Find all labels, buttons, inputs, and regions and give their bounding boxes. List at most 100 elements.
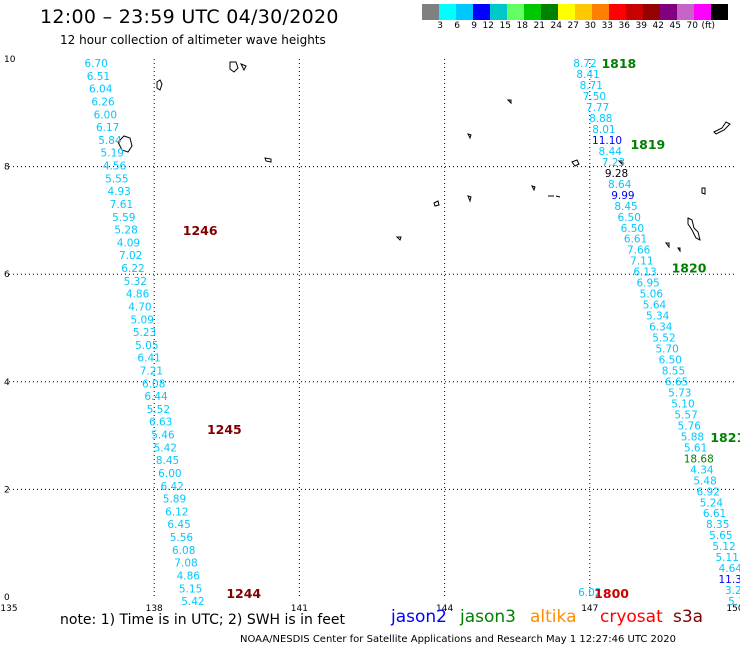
scale-swatch xyxy=(541,4,558,20)
scale-label: 3 xyxy=(437,21,443,31)
wave-height-value: 5.09 xyxy=(131,314,154,326)
time-label: 1820 xyxy=(672,261,707,276)
wave-height-value: 6.08 xyxy=(142,378,165,390)
credit-line: NOAA/NESDIS Center for Satellite Applica… xyxy=(240,634,676,645)
scale-label: 12 xyxy=(482,21,494,31)
scale-swatch xyxy=(609,4,626,20)
wave-height-value: 8.55 xyxy=(662,365,685,377)
wave-height-value: 8.64 xyxy=(608,179,632,191)
scale-label: 24 xyxy=(550,21,562,31)
island-outline xyxy=(571,159,580,167)
time-label: 1819 xyxy=(630,137,665,152)
wave-height-value: 5.89 xyxy=(163,494,186,506)
scale-swatch xyxy=(490,4,507,20)
wave-height-value: 5.42 xyxy=(181,596,204,608)
wave-height-value: 5.56 xyxy=(170,532,194,544)
scale-swatch xyxy=(592,4,609,20)
scale-label: 45 xyxy=(669,21,681,31)
time-label: 1246 xyxy=(183,223,218,238)
y-tick-label: 4 xyxy=(4,378,10,388)
scale-swatch xyxy=(575,4,592,20)
y-tick-label: 8 xyxy=(4,163,10,173)
y-tick-label: 10 xyxy=(4,55,16,65)
wave-height-value: 5.61 xyxy=(684,442,707,454)
wave-height-value: 6.42 xyxy=(160,481,183,493)
scale-label: 36 xyxy=(618,21,630,31)
wave-height-value: 8.88 xyxy=(589,113,612,125)
wave-height-value: 4.93 xyxy=(107,186,130,198)
island-outline xyxy=(506,99,512,105)
wave-height-value: 5.57 xyxy=(674,409,697,421)
wave-height-value: 5.84 xyxy=(98,135,122,147)
island-outline xyxy=(433,200,440,207)
scale-swatch xyxy=(439,4,456,20)
wave-height-value: 11.10 xyxy=(592,135,622,147)
scale-swatch xyxy=(643,4,660,20)
y-tick-label: 0 xyxy=(4,593,10,603)
wave-height-value: 5.64 xyxy=(643,300,667,312)
scale-label: 27 xyxy=(567,21,579,31)
wave-height-value: 7.50 xyxy=(583,91,606,103)
wave-height-value: 6.13 xyxy=(633,267,656,279)
wave-height-value: 7.77 xyxy=(586,102,609,114)
satellite-legend-item: s3a xyxy=(673,607,704,627)
wave-height-value: 6.63 xyxy=(149,417,172,429)
footnote: note: 1) Time is in UTC; 2) SWH is in fe… xyxy=(60,612,346,628)
scale-swatch xyxy=(456,4,473,20)
wave-height-map: 13513814114414715002468106.706.516.046.2… xyxy=(0,55,740,612)
wave-height-value: 5.59 xyxy=(112,212,135,224)
scale-swatch xyxy=(524,4,541,20)
wave-height-value: 4.64 xyxy=(719,563,740,575)
wave-height-value: 8.45 xyxy=(156,455,179,467)
wave-height-value: 7.61 xyxy=(110,199,133,211)
wave-height-value: 8.72 xyxy=(573,58,596,70)
wave-height-value: 6.65 xyxy=(665,376,688,388)
wave-height-value: 5.10 xyxy=(671,398,694,410)
chart-title: 12:00 – 23:59 UTC 04/30/2020 xyxy=(40,6,339,28)
wave-height-value: 6.08 xyxy=(172,545,195,557)
wave-height-value: 9.99 xyxy=(611,190,634,202)
wave-height-value: 6.50 xyxy=(659,355,682,367)
wave-height-value: 6.50 xyxy=(618,212,641,224)
color-scale xyxy=(422,4,728,20)
wave-height-value: 8.41 xyxy=(576,69,599,81)
scale-label: 39 xyxy=(635,21,647,31)
wave-height-value: 6.00 xyxy=(158,468,181,480)
wave-height-value: 8.71 xyxy=(580,80,603,92)
scale-label: (ft) xyxy=(701,21,715,31)
scale-label: 21 xyxy=(533,21,545,31)
satellite-legend-item: cryosat xyxy=(600,607,663,627)
wave-height-value: 5.48 xyxy=(693,475,716,487)
scale-swatch xyxy=(507,4,524,20)
scale-label: 42 xyxy=(652,21,664,31)
island-outline xyxy=(687,217,701,241)
wave-height-value: 4.34 xyxy=(690,464,714,476)
scale-swatch xyxy=(660,4,677,20)
wave-height-value: 8.45 xyxy=(614,201,637,213)
wave-height-value: 5.06 xyxy=(640,289,664,301)
scale-label: 15 xyxy=(499,21,511,31)
wave-height-value: 7.23 xyxy=(602,157,625,169)
wave-height-value: 5.52 xyxy=(652,333,675,345)
wave-height-value: 5.52 xyxy=(147,404,170,416)
wave-height-value: 5.05 xyxy=(135,340,158,352)
wave-height-value: 5.23 xyxy=(133,327,156,339)
wave-height-value: 6.02 xyxy=(578,587,601,599)
wave-height-value: 6.00 xyxy=(94,109,117,121)
x-tick-label: 150 xyxy=(726,604,740,612)
satellite-legend-item: altika xyxy=(530,607,577,627)
y-tick-label: 2 xyxy=(4,485,10,495)
wave-height-value: 8.44 xyxy=(599,146,623,158)
island-outline xyxy=(701,187,706,195)
island-outline xyxy=(677,247,681,253)
wave-height-value: 4.86 xyxy=(126,289,150,301)
island-outline xyxy=(467,195,472,203)
wave-height-value: 18.68 xyxy=(684,453,714,465)
island-outline xyxy=(264,157,272,163)
wave-height-value: 5.88 xyxy=(681,431,704,443)
x-tick-label: 135 xyxy=(0,604,17,612)
wave-height-value: 5.46 xyxy=(151,430,175,442)
chart-subtitle: 12 hour collection of altimeter wave hei… xyxy=(60,33,326,47)
wave-height-value: 5.42 xyxy=(154,442,177,454)
wave-height-value: 5.70 xyxy=(655,344,678,356)
